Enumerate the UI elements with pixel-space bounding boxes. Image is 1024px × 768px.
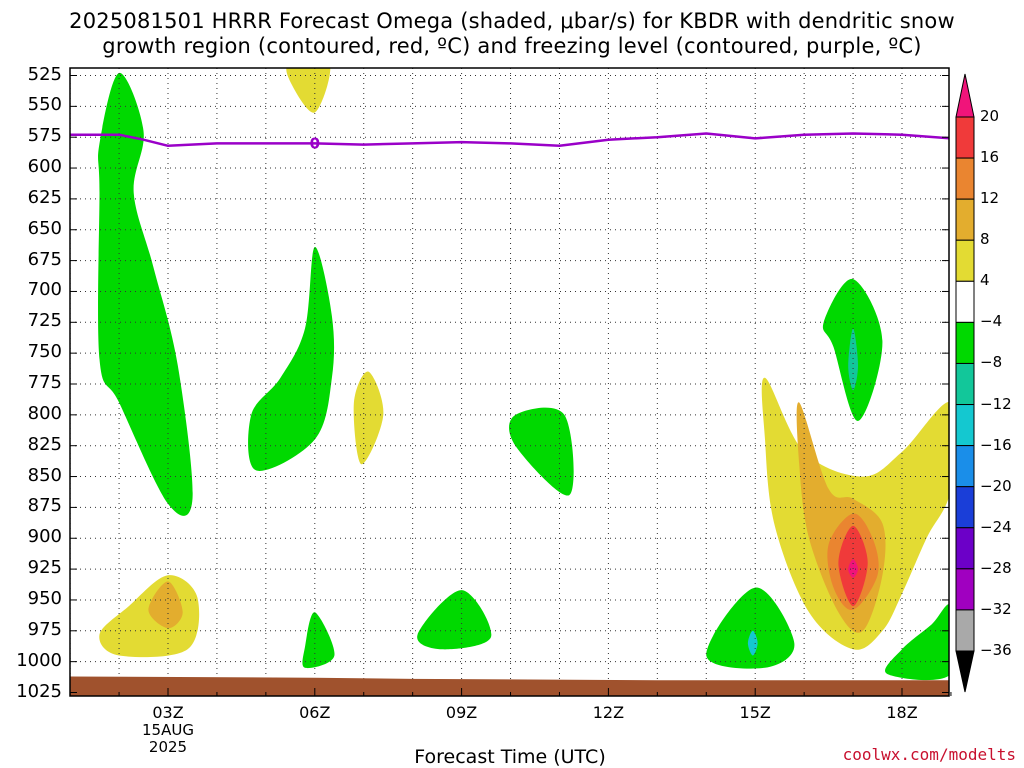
omega-region [353,371,384,465]
colorbar-tick-label: 4 [980,271,990,290]
y-tick-label: 650 [27,217,62,239]
omega-region [885,604,949,680]
x-tick-label: 06Z [299,703,331,722]
freezing-level: 0 [70,132,949,152]
y-tick-label: 900 [27,526,62,548]
y-tick-label: 525 [27,63,62,85]
colorbar-tick-label: −28 [980,558,1012,577]
chart-title-line1: 2025081501 HRRR Forecast Omega (shaded, … [69,9,955,33]
colorbar-box [955,321,975,364]
omega-shading [98,68,949,680]
x-date-label: 15AUG [142,721,194,739]
y-tick-label: 1000 [16,649,62,671]
y-tick-label: 725 [27,310,62,332]
omega-region [747,630,758,656]
colorbar-tick-label: 12 [980,189,1000,208]
colorbar-tick-label: 16 [980,148,1000,167]
colorbar-tick-label: −16 [980,435,1012,454]
y-tick-label: 925 [27,557,62,579]
y-tick-label: 850 [27,464,62,486]
colorbar-tick-label: −8 [980,353,1003,372]
colorbar-bottom-arrow [955,650,975,693]
colorbar-box [955,157,975,200]
omega-region [302,612,335,669]
y-tick-label: 600 [27,156,62,178]
colorbar-box [955,198,975,241]
colorbar-box [955,239,975,282]
omega-region [706,587,795,669]
colorbar-box [955,404,975,447]
colorbar-tick-label: −20 [980,476,1012,495]
colorbar-box [955,486,975,529]
omega-region [286,68,331,113]
colorbar-tick-label: −12 [980,394,1012,413]
y-tick-label: 750 [27,341,62,363]
terrain-strip [70,676,949,696]
y-tick-label: 950 [27,587,62,609]
colorbar-box [955,362,975,406]
colorbar-tick-label: 8 [980,230,990,249]
freezing-level-line [70,132,949,148]
colorbar [955,73,975,693]
colorbar-box [955,445,975,488]
y-tick-label: 700 [27,279,62,301]
freezing-level-label: 0 [310,134,320,152]
colorbar-tick-label: 20 [980,107,1000,125]
y-tick-label: 550 [27,94,62,116]
omega-region [248,246,335,471]
colorbar-tick-label: −36 [980,641,1012,659]
plot-frame [69,67,952,697]
colorbar-tick-label: −4 [980,312,1003,331]
plot-border [69,67,950,697]
colorbar-tick-label: −24 [980,517,1012,536]
y-tick-label: 800 [27,402,62,424]
colorbar-top-arrow [955,73,975,118]
colorbar-box [955,568,975,611]
colorbar-box [955,527,975,570]
x-tick-label: 09Z [445,703,478,722]
y-tick-label: 975 [27,618,62,640]
x-tick-label: 12Z [592,703,625,722]
x-tick-label: 15Z [739,703,771,722]
omega-region [848,328,858,391]
colorbar-box [955,280,975,323]
omega-region [148,581,183,629]
y-tick-label: 1025 [16,680,62,702]
credit-text: coolwx.com/modelts [842,745,1016,764]
x-axis-label: Forecast Time (UTC) [414,746,606,768]
colorbar-tick-label: −32 [980,599,1012,618]
colorbar-box [955,609,975,652]
colorbar-box [955,116,975,159]
y-tick-label: 825 [27,433,62,455]
y-tick-label: 575 [27,125,62,147]
y-tick-label: 775 [27,372,62,393]
terrain [70,676,949,696]
x-tick-label: 18Z [886,703,918,722]
x-date-label: 2025 [148,738,188,756]
chart-title-line2: growth region (contoured, red, ºC) and f… [102,34,922,58]
omega-region [509,407,574,496]
y-tick-label: 875 [27,495,62,517]
y-tick-label: 625 [27,186,62,208]
omega-region [417,590,492,650]
y-tick-label: 675 [27,248,62,270]
omega-region [98,72,193,516]
x-tick-label: 03Z [152,703,184,722]
